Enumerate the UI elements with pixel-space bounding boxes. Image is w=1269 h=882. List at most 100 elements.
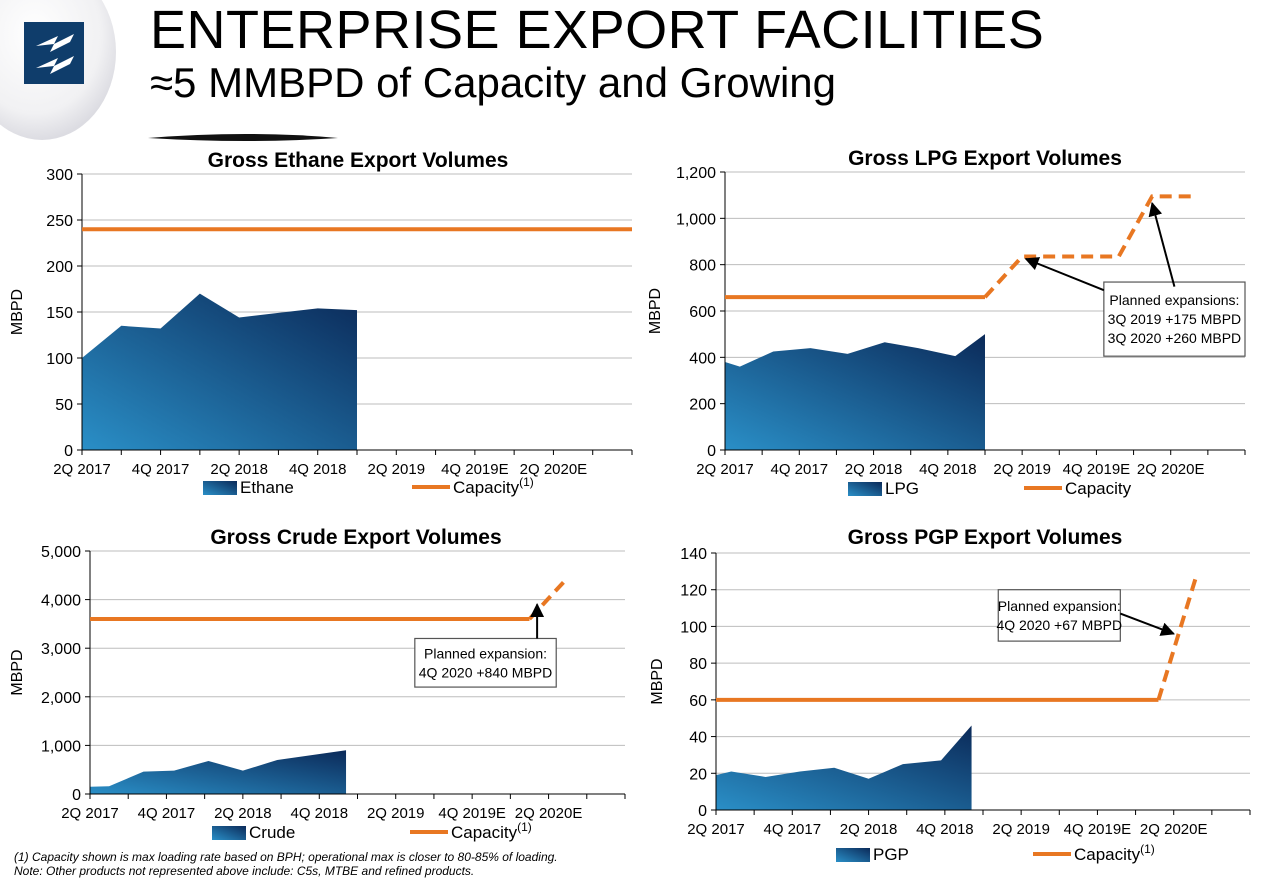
legend-label-capacity: Capacity(1) — [1074, 842, 1155, 864]
y-tick-label: 3,000 — [41, 641, 81, 658]
x-tick-label: 4Q 2019E — [1063, 461, 1131, 478]
y-tick-label: 0 — [64, 443, 73, 460]
x-tick-label: 4Q 2018 — [291, 805, 349, 822]
callout-box — [997, 589, 1121, 642]
y-tick-label: 1,200 — [676, 165, 716, 182]
y-tick-label: 4,000 — [41, 593, 81, 610]
lpg-chart-title: Gross LPG Export Volumes — [848, 147, 1122, 170]
x-tick-label: 2Q 2017 — [61, 805, 119, 822]
footnote-note: Note: Other products not represented abo… — [14, 864, 475, 878]
lpg-chart: 0 200 400 600 800 1,000 1,200 2Q 2017 4Q 2017 2Q … — [647, 147, 1246, 498]
y-tick-label: 200 — [689, 397, 716, 414]
crude-chart-title: Gross Crude Export Volumes — [210, 526, 501, 549]
lpg-capacity-dashed-line — [983, 194, 1193, 299]
callout-box — [1103, 281, 1246, 357]
y-tick-label: 1,000 — [41, 738, 81, 755]
x-tick-label: 4Q 2019E — [1064, 821, 1132, 838]
x-tick-label: 2Q 2017 — [53, 461, 111, 478]
x-tick-label: 2Q 2018 — [840, 821, 898, 838]
legend-label-area: Ethane — [240, 478, 294, 497]
callout-text: Planned expansion: — [998, 598, 1121, 614]
x-tick-label: 2Q 2019 — [993, 461, 1051, 478]
legend-swatch-area — [848, 482, 882, 496]
x-tick-label: 2Q 2020E — [520, 461, 588, 478]
crude-chart: 0 1,000 2,000 3,000 4,000 5,000 2Q 2017 4Q 2017… — [9, 526, 626, 842]
ethane-chart-title: Gross Ethane Export Volumes — [208, 149, 509, 172]
x-tick-label: 4Q 2018 — [289, 461, 347, 478]
x-tick-label: 4Q 2019E — [441, 461, 509, 478]
callout-text: 3Q 2020 +260 MBPD — [1108, 330, 1241, 346]
y-tick-label: 2,000 — [41, 690, 81, 707]
y-tick-label: 80 — [689, 656, 707, 673]
lightning-bolt-icon — [36, 56, 74, 74]
page-title: ENTERPRISE EXPORT FACILITIES — [150, 0, 1045, 60]
x-tick-label: 4Q 2019E — [438, 805, 506, 822]
y-tick-label: 100 — [680, 619, 707, 636]
legend-label-capacity: Capacity(1) — [451, 820, 532, 842]
x-tick-label: 2Q 2017 — [687, 821, 745, 838]
y-tick-label: 40 — [689, 730, 707, 747]
y-tick-label: 140 — [680, 546, 707, 563]
pgp-capacity-dashed-line — [1156, 574, 1199, 701]
legend-label-capacity: Capacity — [1065, 479, 1132, 498]
callout-text: 4Q 2020 +840 MBPD — [419, 664, 552, 680]
legend-footnote-marker: (1) — [517, 820, 532, 834]
y-tick-label: 1,000 — [676, 211, 716, 228]
ethane-area-series — [82, 293, 357, 450]
legend-label-area: Crude — [249, 823, 295, 842]
company-logo — [0, 0, 130, 140]
legend-swatch-area — [212, 826, 246, 840]
x-tick-label: 2Q 2018 — [210, 461, 268, 478]
y-tick-label: 0 — [707, 443, 716, 460]
y-tick-label: 60 — [689, 693, 707, 710]
callout-text: Planned expansion: — [424, 645, 547, 661]
legend-label-capacity: Capacity(1) — [453, 475, 534, 497]
y-tick-label: 50 — [55, 397, 73, 414]
ethane-chart: 0 50 100 150 200 250 300 2Q 2017 4Q 2017 2Q 2018 4… — [9, 149, 633, 497]
y-tick-label: 0 — [72, 787, 81, 804]
y-tick-label: 200 — [46, 259, 73, 276]
callout-text: Planned expansions: — [1109, 292, 1239, 308]
legend-swatch-area — [836, 848, 870, 862]
lpg-area-series — [725, 334, 985, 450]
x-tick-label: 2Q 2019 — [368, 461, 426, 478]
footnote-capacity: (1) Capacity shown is max loading rate b… — [14, 850, 558, 864]
x-tick-label: 2Q 2017 — [696, 461, 754, 478]
pgp-chart-title: Gross PGP Export Volumes — [848, 526, 1123, 549]
pgp-chart: 0 20 40 60 80 100 120 140 2Q 2017 4Q 2017 2Q 2018 4… — [649, 526, 1251, 864]
x-tick-label: 2Q 2020E — [515, 805, 583, 822]
crude-y-axis-label: MBPD — [9, 649, 26, 695]
y-tick-label: 120 — [680, 583, 707, 600]
legend-footnote-marker: (1) — [519, 475, 534, 489]
y-tick-label: 300 — [46, 167, 73, 184]
x-tick-label: 4Q 2018 — [916, 821, 974, 838]
x-tick-label: 4Q 2018 — [919, 461, 977, 478]
x-tick-label: 2Q 2020E — [1137, 461, 1205, 478]
callout-arrow — [1148, 201, 1176, 287]
legend-label-area: PGP — [873, 845, 909, 864]
crude-area-series — [90, 750, 347, 794]
legend-footnote-marker: (1) — [1140, 842, 1155, 856]
x-tick-label: 4Q 2017 — [764, 821, 822, 838]
page-subtitle: ≈5 MMBPD of Capacity and Growing — [150, 59, 836, 106]
callout-box — [414, 637, 557, 688]
x-tick-label: 4Q 2017 — [132, 461, 190, 478]
y-tick-label: 600 — [689, 304, 716, 321]
y-tick-label: 800 — [689, 258, 716, 275]
y-tick-label: 20 — [689, 766, 707, 783]
lightning-bolt-icon — [36, 34, 74, 52]
legend-swatch-area — [203, 481, 237, 495]
y-tick-label: 250 — [46, 213, 73, 230]
pgp-area-series — [716, 725, 972, 810]
callout-arrow — [1024, 257, 1105, 292]
logo-square — [24, 22, 84, 84]
callout-text: 4Q 2020 +67 MBPD — [996, 617, 1122, 633]
x-tick-label: 4Q 2017 — [771, 461, 829, 478]
y-tick-label: 5,000 — [41, 544, 81, 561]
pgp-y-axis-label: MBPD — [649, 658, 666, 704]
ethane-y-axis-label: MBPD — [9, 289, 26, 335]
x-tick-label: 2Q 2019 — [992, 821, 1050, 838]
x-tick-label: 2Q 2020E — [1140, 821, 1208, 838]
title-underline — [148, 134, 338, 141]
